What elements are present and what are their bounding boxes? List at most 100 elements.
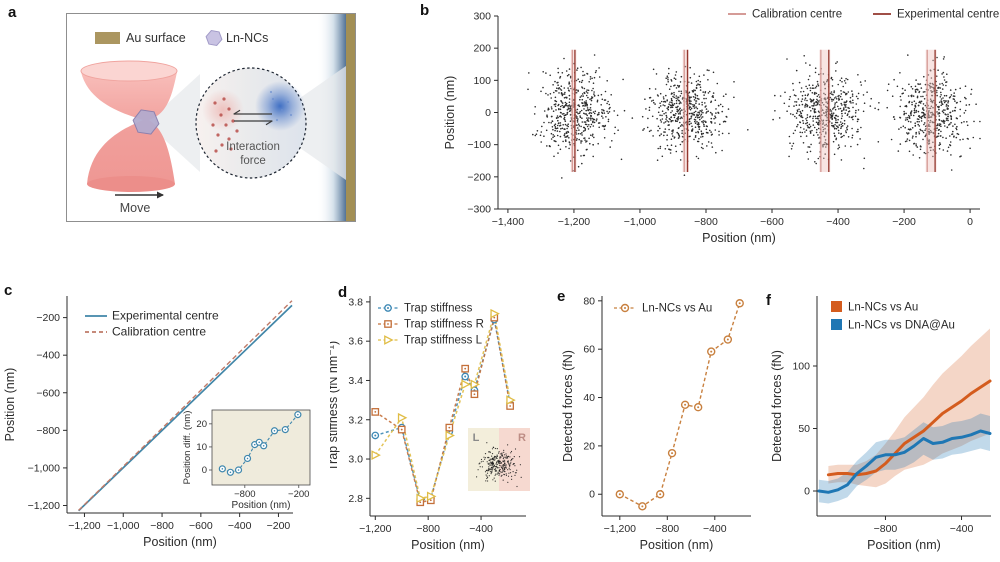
- svg-text:Au surface: Au surface: [126, 31, 186, 45]
- svg-text:20: 20: [583, 440, 595, 452]
- force-series: [615, 299, 744, 511]
- svg-text:Trap stiffness L: Trap stiffness L: [404, 335, 483, 347]
- svg-text:Interaction: Interaction: [226, 141, 280, 153]
- panel-f-chart: −800 −400 0 50 100 Position (nm) Detected forc…: [765, 276, 1000, 562]
- svg-text:3.8: 3.8: [348, 296, 363, 308]
- svg-text:−1,200: −1,200: [68, 520, 101, 532]
- svg-text:−300: −300: [467, 204, 491, 216]
- svg-text:−1,000: −1,000: [28, 462, 61, 474]
- panel-c-letter: c: [4, 282, 13, 299]
- svg-text:−400: −400: [950, 523, 974, 535]
- svg-text:100: 100: [473, 75, 491, 87]
- panel-e-chart: −1,200 −800 −400 0 20 40 60 80 Position (nm) Dete…: [555, 276, 770, 562]
- svg-text:−800: −800: [36, 425, 60, 437]
- svg-text:Ln-NCs vs Au: Ln-NCs vs Au: [642, 303, 712, 315]
- equilibrium-arrows-icon: [233, 109, 273, 126]
- svg-text:−1,200: −1,200: [359, 523, 392, 535]
- panel-d-chart: −1,200 −800 −400 2.8 3.0 3.2 3.4 3.6 3.8 Position…: [326, 276, 560, 562]
- svg-text:Position (nm): Position (nm): [702, 231, 776, 245]
- svg-text:−800: −800: [655, 523, 679, 535]
- au-surface-bar: [346, 14, 355, 221]
- svg-text:Position (nm): Position (nm): [867, 538, 941, 552]
- panel-c-plot-axes: [63, 296, 293, 517]
- panel-d-legend: Trap stiffness Trap stiffness R Trap stiff…: [378, 303, 484, 347]
- optical-trap: [80, 60, 178, 192]
- svg-text:force: force: [240, 155, 266, 167]
- svg-text:R: R: [518, 432, 526, 444]
- panel-d-plot-axes: [366, 296, 526, 520]
- svg-text:Ln-NCs: Ln-NCs: [226, 31, 268, 45]
- svg-text:50: 50: [798, 423, 810, 435]
- svg-text:10: 10: [196, 442, 207, 453]
- panel-e-plot: −1,200 −800 −400 0 20 40 60 80 Position (nm) Dete…: [561, 295, 751, 552]
- svg-text:−1,200: −1,200: [558, 216, 591, 228]
- svg-text:L: L: [473, 432, 480, 444]
- svg-text:Experimental centre: Experimental centre: [112, 309, 219, 323]
- svg-text:Position (nm): Position (nm): [232, 500, 291, 511]
- svg-text:−1,200: −1,200: [28, 500, 61, 512]
- svg-text:3.4: 3.4: [348, 375, 363, 387]
- panel-f-letter: f: [766, 292, 771, 309]
- panel-f-plot: −800 −400 0 50 100 Position (nm) Detected forc…: [770, 296, 992, 552]
- svg-text:Calibration centre: Calibration centre: [112, 325, 206, 339]
- svg-text:Move: Move: [120, 201, 151, 215]
- panel-a-schematic: Interaction force Move Au surface Ln-NCs: [66, 13, 356, 222]
- svg-text:40: 40: [583, 392, 595, 404]
- ln-ncs-hexagon-icon: [205, 29, 223, 47]
- beam-right: [300, 66, 346, 180]
- svg-text:20: 20: [196, 419, 207, 430]
- panel-a-canvas: Interaction force Move Au surface Ln-NCs: [80, 14, 355, 221]
- svg-text:60: 60: [583, 344, 595, 356]
- svg-text:−800: −800: [874, 523, 898, 535]
- panel-c-legend: Experimental centre Calibration centre: [85, 309, 219, 339]
- panel-d-letter: d: [338, 284, 348, 301]
- svg-text:0: 0: [202, 465, 207, 476]
- panel-b-letter: b: [420, 2, 430, 19]
- svg-text:Experimental centre: Experimental centre: [897, 9, 999, 21]
- svg-text:3.2: 3.2: [348, 414, 363, 426]
- svg-text:Position (nm): Position (nm): [3, 368, 17, 442]
- svg-text:−400: −400: [826, 216, 850, 228]
- svg-text:80: 80: [583, 295, 595, 307]
- svg-text:0: 0: [967, 216, 973, 228]
- svg-text:100: 100: [792, 361, 810, 373]
- panel-e-plot-axes: [598, 296, 751, 520]
- svg-text:0: 0: [804, 486, 810, 498]
- svg-text:−600: −600: [189, 520, 213, 532]
- svg-text:−400: −400: [703, 523, 727, 535]
- svg-text:Position (nm): Position (nm): [143, 535, 217, 549]
- svg-text:−400: −400: [36, 350, 60, 362]
- panel-f-plot-labels: −800 −400 0 50 100 Position (nm) Detected forc…: [770, 350, 974, 552]
- panel-b-legend: Calibration centre Experimental centre: [728, 9, 999, 21]
- svg-text:Trap stiffness (fN nm⁻¹): Trap stiffness (fN nm⁻¹): [330, 341, 340, 471]
- interaction-zoom-circle: Interaction force: [195, 67, 307, 179]
- svg-text:−200: −200: [467, 171, 491, 183]
- svg-text:−800: −800: [234, 489, 255, 500]
- svg-text:−800: −800: [416, 523, 440, 535]
- svg-text:Ln-NCs vs DNA@Au: Ln-NCs vs DNA@Au: [848, 320, 955, 332]
- panel-a-letter: a: [8, 4, 17, 21]
- svg-text:Detected forces (fN): Detected forces (fN): [561, 350, 575, 462]
- svg-text:Position diff. (nm): Position diff. (nm): [182, 411, 193, 485]
- svg-text:−200: −200: [267, 520, 291, 532]
- svg-text:0: 0: [485, 107, 491, 119]
- svg-text:−1,200: −1,200: [604, 523, 637, 535]
- panel-e-plot-labels: −1,200 −800 −400 0 20 40 60 80 Position (nm) Dete…: [561, 295, 727, 552]
- svg-text:−100: −100: [467, 139, 491, 151]
- svg-text:−800: −800: [694, 216, 718, 228]
- panel-e-legend: Ln-NCs vs Au: [614, 303, 712, 315]
- svg-text:Position (nm): Position (nm): [411, 538, 485, 552]
- svg-text:3.6: 3.6: [348, 336, 363, 348]
- svg-text:2.8: 2.8: [348, 493, 363, 505]
- svg-text:200: 200: [473, 43, 491, 55]
- beam-left: [155, 74, 200, 172]
- svg-text:Trap stiffness R: Trap stiffness R: [404, 319, 484, 331]
- panel-f-plot-axes: [813, 296, 991, 520]
- svg-text:Calibration centre: Calibration centre: [752, 9, 842, 21]
- svg-text:300: 300: [473, 11, 491, 23]
- svg-text:3.0: 3.0: [348, 454, 363, 466]
- svg-text:−200: −200: [36, 312, 60, 324]
- panel-d-plot-labels: −1,200 −800 −400 2.8 3.0 3.2 3.4 3.6 3.8 Position…: [326, 296, 493, 552]
